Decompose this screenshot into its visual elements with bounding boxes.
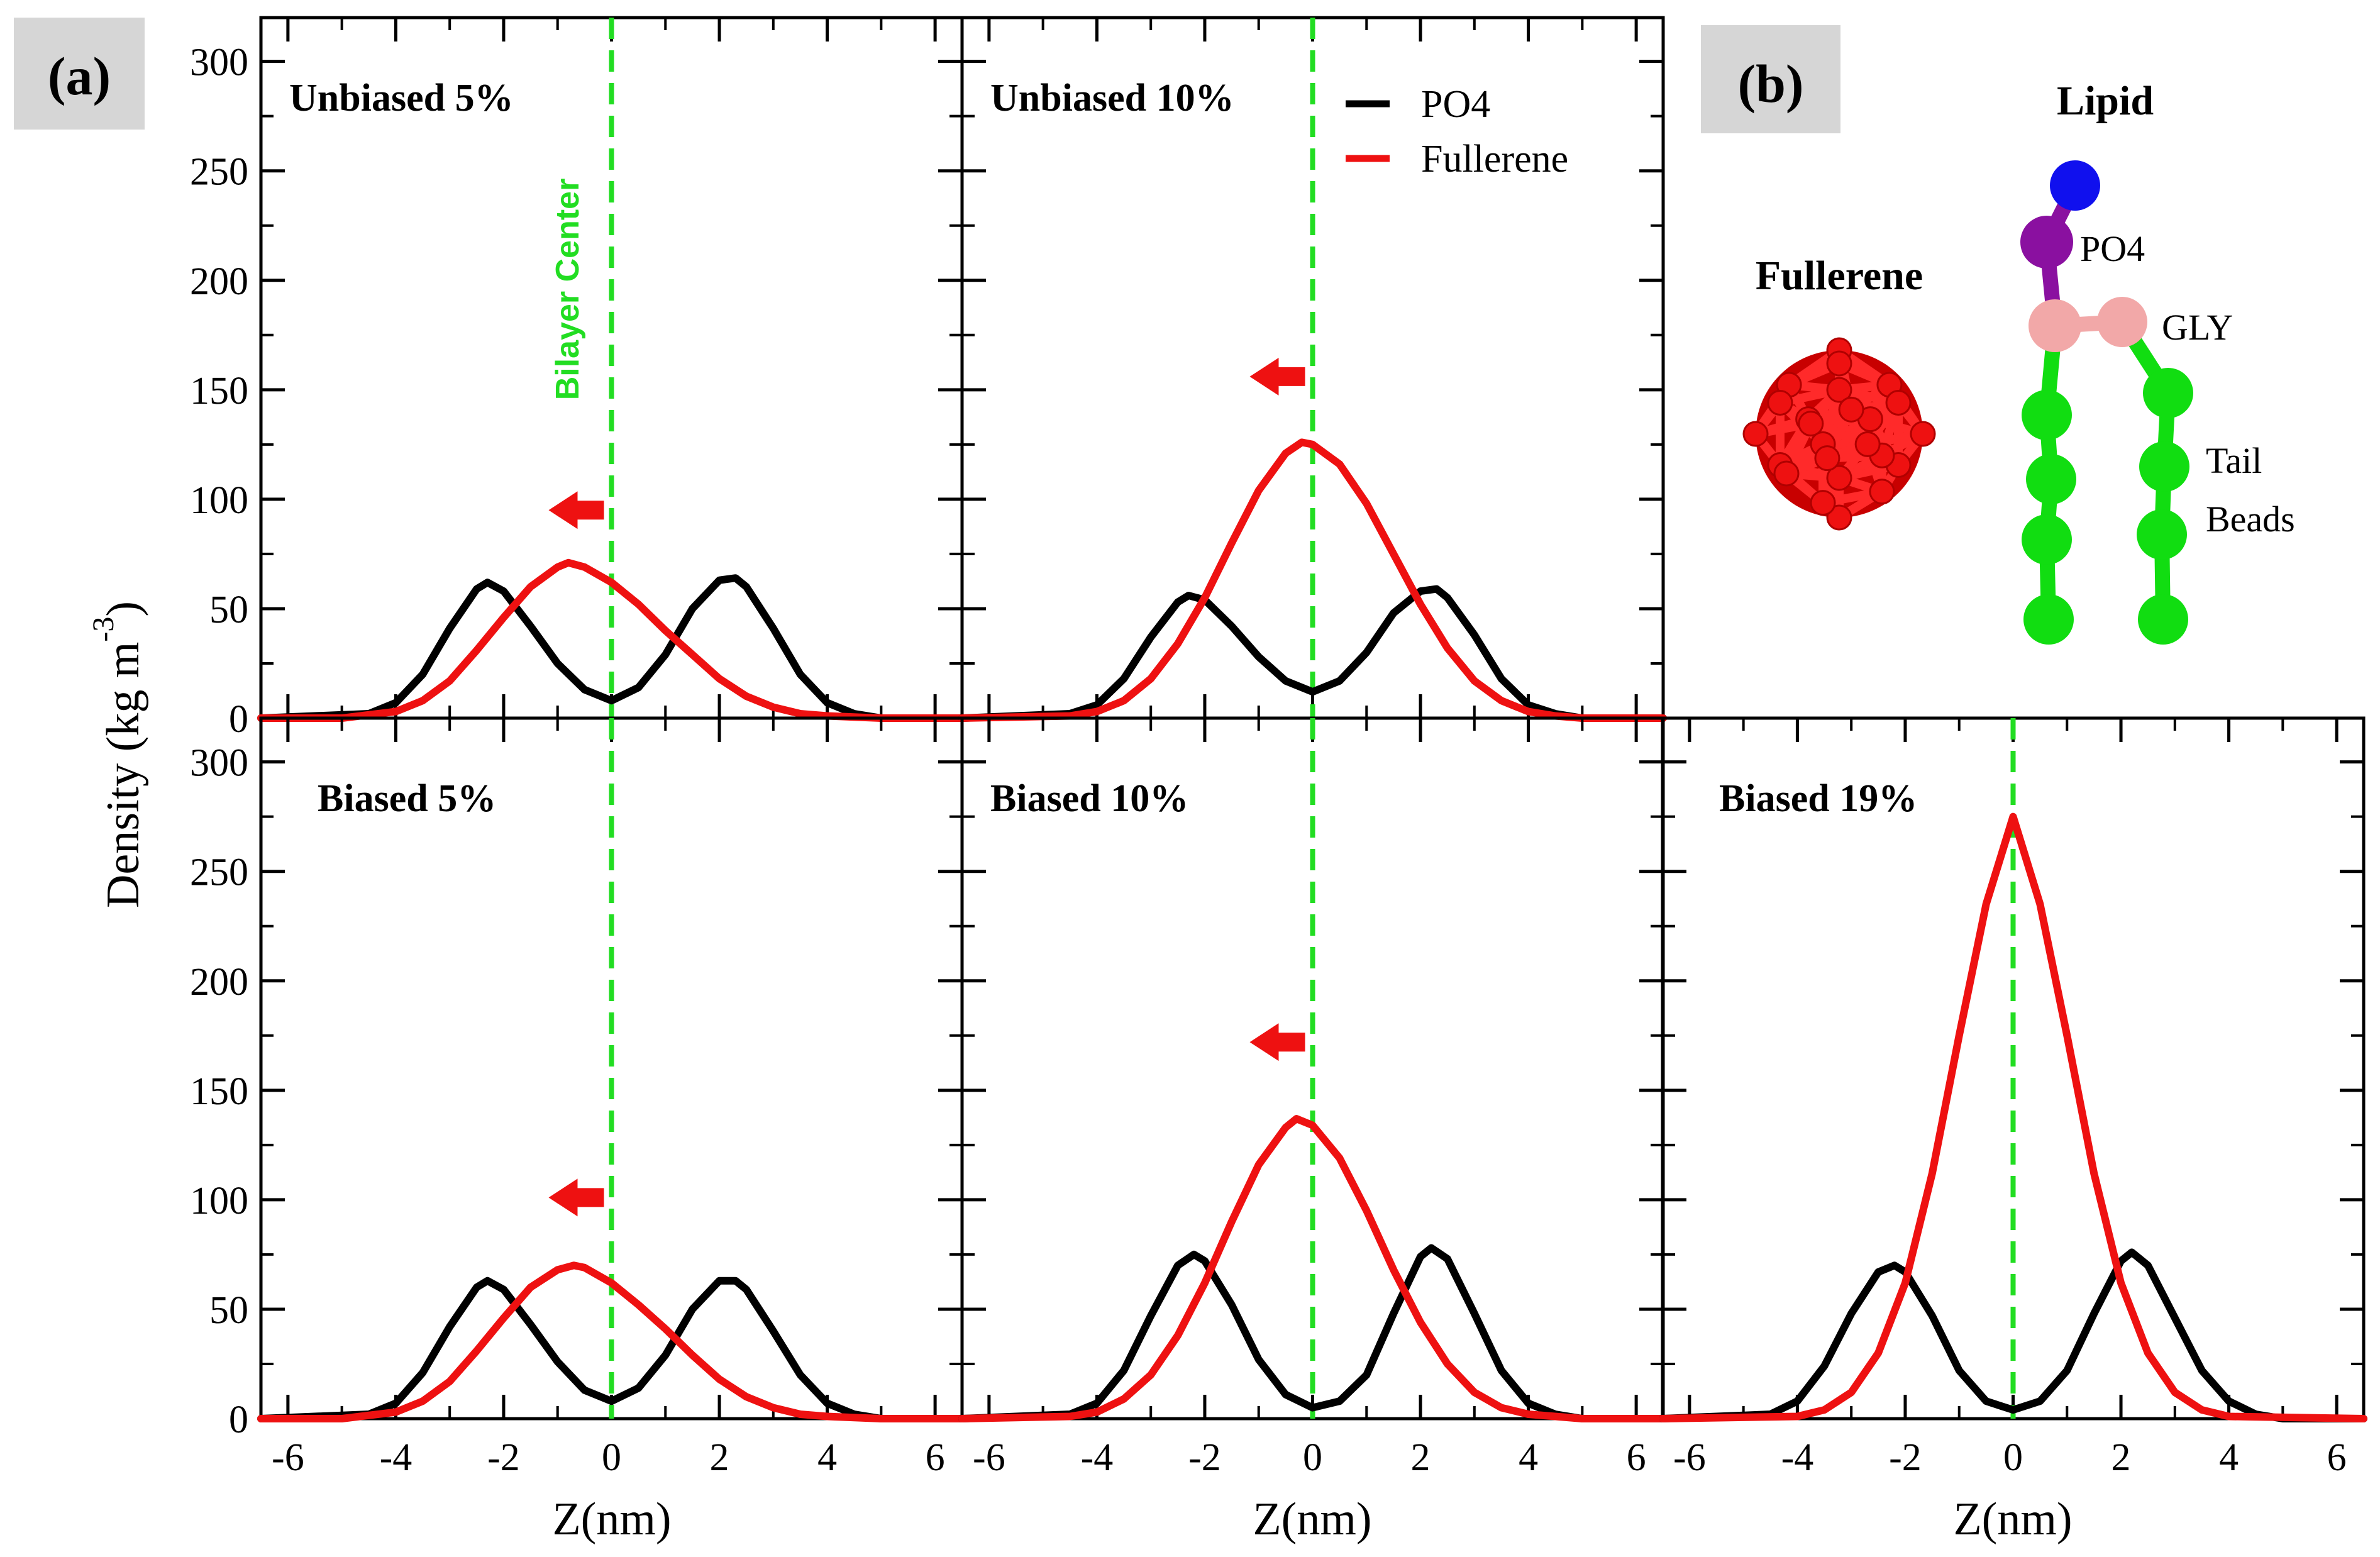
- tail-bead: [2137, 509, 2187, 560]
- y-axis-title-exponent: -3: [87, 617, 120, 642]
- fullerene-atom: [1768, 391, 1792, 415]
- fullerene-atom: [1827, 352, 1851, 375]
- x-tick-label: 2: [2112, 1436, 2131, 1479]
- gly-bead-label: GLY: [2162, 307, 2233, 348]
- direction-arrow-icon: [549, 491, 604, 529]
- fullerene-atom: [1811, 491, 1835, 515]
- x-tick-label: 4: [817, 1436, 837, 1479]
- x-tick-label: -4: [1081, 1436, 1114, 1479]
- lipid-title: Lipid: [2057, 78, 2154, 124]
- y-tick-label: 200: [190, 961, 248, 1004]
- fullerene-atom: [1886, 391, 1910, 415]
- x-axis-title-col2: Z(nm): [1253, 1493, 1371, 1545]
- legend: PO4 Fullerene: [1346, 83, 1568, 180]
- y-tick-label: 100: [190, 1180, 248, 1222]
- x-axis-title-col3: Z(nm): [1953, 1493, 2072, 1545]
- y-tick-label: 0: [229, 1399, 248, 1441]
- x-axis-title-col1: Z(nm): [552, 1493, 671, 1545]
- tail-bead: [2139, 441, 2189, 492]
- y-tick-label: 300: [190, 742, 248, 785]
- tail-bead: [2022, 514, 2072, 565]
- tail-bead: [2022, 390, 2072, 440]
- panel-title: Unbiased 10%: [990, 77, 1234, 119]
- x-tick-label: -6: [1673, 1436, 1706, 1479]
- po4-bead-label: PO4: [2080, 228, 2145, 269]
- tail-bead: [2138, 594, 2188, 645]
- panel-3: 0 50 100 150 200 250 300 -6 -4 -2 0 2 4 6 Biased 5%: [190, 718, 962, 1479]
- y-tick-label: 0: [229, 698, 248, 741]
- x-tick-label: 0: [1303, 1436, 1322, 1479]
- panel-b-letter-box: (b): [1701, 25, 1840, 133]
- y-tick-label: 200: [190, 260, 248, 303]
- fullerene-atom: [1744, 422, 1768, 446]
- bilayer-center-label: Bilayer Center: [550, 179, 586, 401]
- panel-title: Unbiased 5%: [289, 77, 514, 119]
- fullerene-atom: [1774, 462, 1798, 485]
- y-tick-label: 250: [190, 851, 248, 894]
- y-tick-label: 250: [190, 151, 248, 194]
- fullerene-atom: [1856, 432, 1879, 456]
- tail-bead: [2026, 454, 2076, 504]
- molecule-illustrations: Fullerene Lipid PO4 GLY Tail Beads: [1744, 78, 2295, 645]
- tail-beads-label-line2: Beads: [2206, 499, 2295, 540]
- y-tick-label: 100: [190, 479, 248, 522]
- y-tick-label: 300: [190, 42, 248, 84]
- panel-title: Biased 10%: [990, 777, 1188, 820]
- fullerene-atom: [1815, 446, 1839, 470]
- po4-bead: [2020, 216, 2073, 269]
- x-tick-label: 6: [2327, 1436, 2347, 1479]
- direction-arrow-icon: [1250, 1023, 1305, 1061]
- panel-2: Unbiased 10%: [962, 18, 1663, 718]
- fullerene-title: Fullerene: [1756, 253, 1923, 299]
- x-tick-label: -6: [973, 1436, 1005, 1479]
- panel-title: Biased 19%: [1719, 777, 1917, 820]
- y-tick-label: 150: [190, 1070, 248, 1113]
- x-tick-label: 0: [2003, 1436, 2023, 1479]
- x-tick-label: 6: [1627, 1436, 1646, 1479]
- x-tick-label: -2: [487, 1436, 520, 1479]
- panel-5: -6 -4 -2 0 2 4 6 Biased 19%: [1663, 718, 2364, 1479]
- x-tick-label: 2: [710, 1436, 729, 1479]
- gly-bead: [2029, 299, 2081, 352]
- x-tick-label: 4: [1519, 1436, 1538, 1479]
- x-tick-label: -2: [1889, 1436, 1922, 1479]
- fullerene-atom: [1870, 480, 1894, 504]
- fullerene-atom: [1799, 412, 1823, 436]
- x-tick-label: -4: [1781, 1436, 1814, 1479]
- y-axis-title: Density (kg m-3): [87, 601, 149, 908]
- x-tick-label: 2: [1411, 1436, 1431, 1479]
- legend-po4-label: PO4: [1421, 83, 1490, 126]
- tail-bead: [2023, 594, 2074, 645]
- panel-b-letter: (b): [1737, 53, 1803, 114]
- fullerene-atom: [1839, 397, 1863, 421]
- x-tick-label: -6: [272, 1436, 304, 1479]
- gly-bead: [2097, 297, 2147, 347]
- y-axis-title-close: ): [97, 601, 149, 617]
- panel-a-letter: (a): [48, 46, 111, 106]
- legend-fullerene-label: Fullerene: [1421, 138, 1568, 180]
- y-tick-label: 50: [209, 589, 248, 631]
- tail-beads-label-line1: Tail: [2206, 440, 2262, 481]
- y-tick-label: 150: [190, 370, 248, 413]
- direction-arrow-icon: [549, 1178, 604, 1216]
- panel-a-letter-box: (a): [14, 18, 145, 130]
- panel-title: Biased 5%: [318, 777, 496, 820]
- panel-4: -6 -4 -2 0 2 4 6 Biased 10%: [962, 718, 1663, 1479]
- y-axis-title-main: Density (kg m: [97, 642, 149, 908]
- fullerene-atom: [1911, 422, 1935, 446]
- x-tick-label: -4: [380, 1436, 412, 1479]
- x-tick-label: 0: [602, 1436, 621, 1479]
- tail-bead: [2143, 368, 2193, 418]
- direction-arrow-icon: [1250, 358, 1305, 396]
- x-tick-label: 4: [2219, 1436, 2239, 1479]
- head-bead: [2050, 160, 2100, 211]
- y-tick-label: 50: [209, 1289, 248, 1332]
- fullerene-molecule: [1744, 338, 1935, 529]
- x-tick-label: -2: [1188, 1436, 1221, 1479]
- x-tick-label: 6: [926, 1436, 945, 1479]
